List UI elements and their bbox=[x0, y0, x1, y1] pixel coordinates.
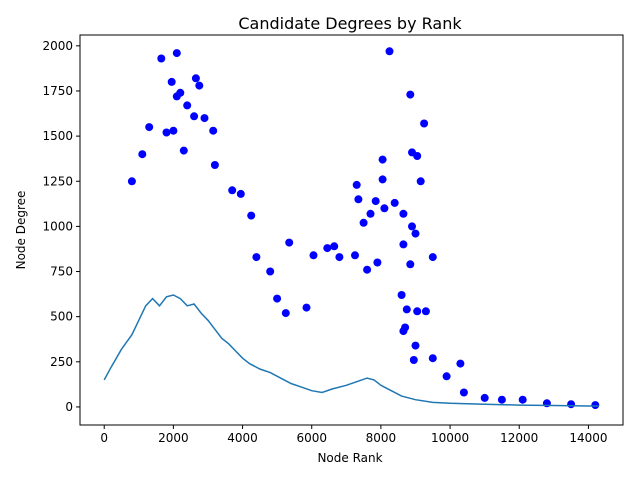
data-point-35 bbox=[399, 209, 408, 218]
data-point-3 bbox=[191, 74, 200, 83]
data-point-69 bbox=[518, 395, 527, 404]
y-tick-label-1000: 1000 bbox=[42, 219, 73, 233]
scatter-layer bbox=[127, 47, 600, 410]
data-point-57 bbox=[413, 307, 422, 316]
data-point-66 bbox=[459, 388, 468, 397]
x-tick-label-14000: 14000 bbox=[569, 431, 607, 445]
data-point-26 bbox=[416, 177, 425, 186]
data-point-40 bbox=[330, 242, 339, 251]
chart-title: Candidate Degrees by Rank bbox=[238, 14, 462, 33]
data-point-45 bbox=[351, 251, 359, 260]
data-point-0 bbox=[157, 54, 166, 63]
y-tick-label-1750: 1750 bbox=[42, 84, 73, 98]
line-layer bbox=[103, 294, 599, 407]
data-point-61 bbox=[411, 341, 420, 350]
x-tick-label-6000: 6000 bbox=[296, 431, 327, 445]
data-point-16 bbox=[209, 126, 218, 135]
x-axis: 0 2000 4000 6000 8000 10000 12000 14000 bbox=[100, 425, 608, 445]
data-point-34 bbox=[366, 209, 375, 218]
data-point-11 bbox=[200, 114, 209, 123]
x-tick-label-10000: 10000 bbox=[431, 431, 469, 445]
data-point-15 bbox=[190, 112, 199, 121]
series-line bbox=[103, 294, 599, 407]
data-point-23 bbox=[228, 186, 237, 195]
data-point-44 bbox=[309, 251, 318, 260]
y-tick-label-1250: 1250 bbox=[42, 174, 73, 188]
x-tick-label-4000: 4000 bbox=[227, 431, 258, 445]
data-point-24 bbox=[352, 180, 361, 189]
x-tick-label-0: 0 bbox=[100, 431, 108, 445]
data-point-71 bbox=[567, 400, 576, 409]
data-point-53 bbox=[335, 253, 344, 262]
data-point-28 bbox=[236, 189, 245, 198]
data-point-51 bbox=[281, 309, 290, 318]
data-point-14 bbox=[169, 126, 178, 135]
data-point-6 bbox=[406, 90, 415, 99]
data-point-63 bbox=[428, 354, 437, 363]
data-point-41 bbox=[399, 240, 408, 249]
data-point-20 bbox=[210, 161, 219, 169]
data-point-8 bbox=[176, 88, 185, 97]
data-point-19 bbox=[378, 155, 387, 164]
data-point-13 bbox=[162, 128, 171, 137]
data-point-43 bbox=[428, 253, 437, 262]
data-point-60 bbox=[399, 327, 408, 336]
y-tick-label-500: 500 bbox=[50, 310, 73, 324]
data-point-36 bbox=[359, 218, 368, 227]
data-point-27 bbox=[127, 177, 136, 186]
data-point-10 bbox=[420, 119, 429, 128]
data-point-58 bbox=[421, 307, 430, 316]
plot-frame bbox=[79, 34, 624, 426]
data-point-67 bbox=[480, 393, 489, 402]
data-point-42 bbox=[411, 229, 420, 238]
data-point-50 bbox=[273, 294, 282, 303]
x-tick-label-2000: 2000 bbox=[158, 431, 189, 445]
data-point-72 bbox=[591, 401, 600, 410]
data-point-5 bbox=[195, 81, 204, 90]
y-axis: 0 250 500 750 1000 1250 1500 1750 2000 bbox=[42, 39, 80, 414]
data-point-65 bbox=[456, 359, 465, 368]
y-axis-label: Node Degree bbox=[14, 191, 28, 270]
data-point-18 bbox=[413, 152, 422, 160]
data-point-31 bbox=[380, 204, 389, 213]
data-point-46 bbox=[373, 258, 382, 267]
data-point-2 bbox=[385, 47, 394, 56]
y-tick-label-2000: 2000 bbox=[42, 39, 73, 53]
data-point-47 bbox=[406, 260, 415, 269]
y-tick-label-0: 0 bbox=[65, 400, 73, 414]
data-point-22 bbox=[179, 146, 188, 155]
data-point-33 bbox=[247, 211, 256, 220]
data-point-29 bbox=[354, 195, 363, 204]
y-tick-label-1500: 1500 bbox=[42, 129, 73, 143]
data-point-21 bbox=[138, 150, 147, 159]
data-point-54 bbox=[363, 265, 372, 274]
x-tick-label-12000: 12000 bbox=[500, 431, 538, 445]
data-point-48 bbox=[252, 253, 261, 262]
data-point-52 bbox=[302, 303, 311, 312]
data-point-38 bbox=[285, 238, 294, 247]
data-point-32 bbox=[390, 198, 399, 207]
data-point-1 bbox=[172, 49, 181, 58]
data-point-37 bbox=[408, 222, 416, 231]
data-point-9 bbox=[183, 101, 192, 110]
data-point-55 bbox=[397, 291, 406, 299]
data-point-25 bbox=[378, 175, 387, 184]
data-point-30 bbox=[371, 197, 380, 206]
x-tick-label-8000: 8000 bbox=[366, 431, 397, 445]
y-tick-label-750: 750 bbox=[50, 265, 73, 279]
x-axis-label: Node Rank bbox=[317, 451, 382, 465]
data-point-56 bbox=[402, 305, 411, 314]
y-tick-label-250: 250 bbox=[50, 355, 73, 369]
data-point-62 bbox=[409, 356, 418, 364]
data-point-4 bbox=[167, 77, 176, 86]
data-point-64 bbox=[442, 372, 451, 381]
data-point-12 bbox=[145, 123, 154, 132]
data-point-68 bbox=[497, 395, 506, 404]
data-point-49 bbox=[266, 267, 275, 276]
data-point-39 bbox=[323, 244, 332, 253]
